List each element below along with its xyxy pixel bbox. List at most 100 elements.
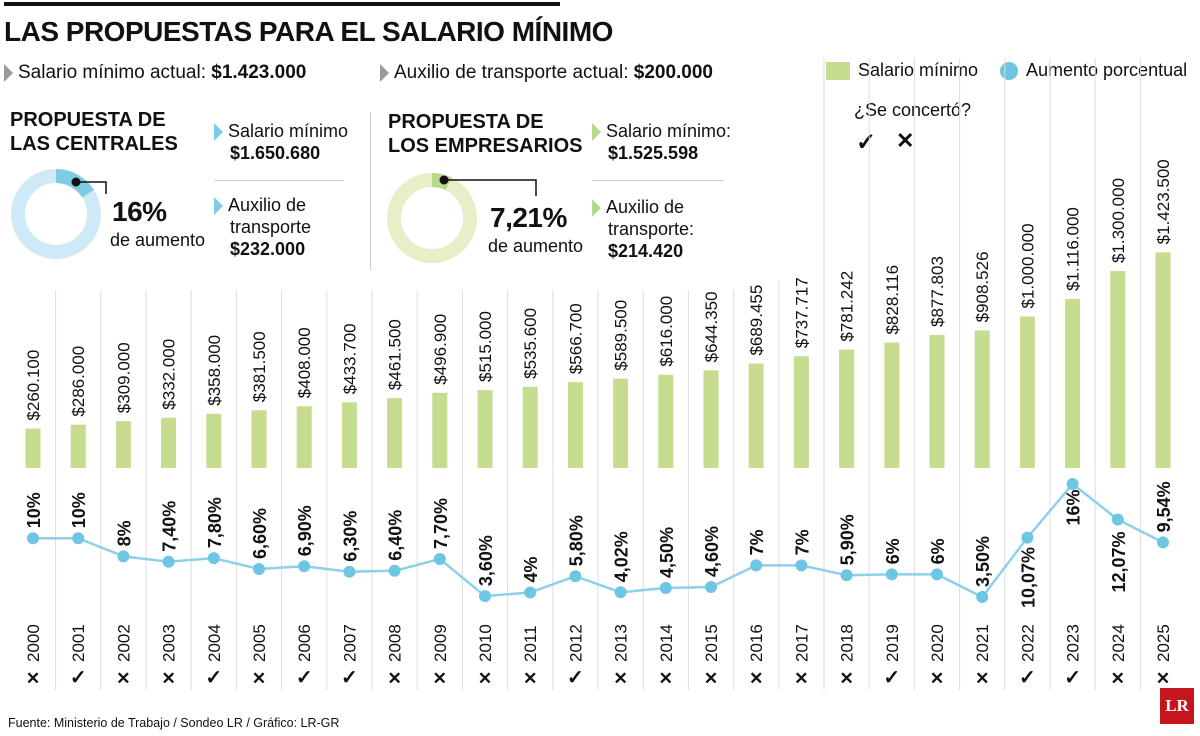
current-transport-line: Auxilio de transporte actual: $200.000 [380, 62, 713, 84]
salary-bar-label-2001: $286.000 [69, 346, 88, 417]
pct-point-2017 [795, 559, 808, 572]
year-label-2025: 2025 [1154, 624, 1173, 662]
salary-bar-2006 [296, 406, 312, 468]
salary-bar-2011 [522, 386, 538, 468]
salary-bar-2007 [341, 402, 357, 468]
salary-bar-2024 [1110, 271, 1126, 468]
pct-point-2011 [524, 586, 537, 599]
year-label-2012: 2012 [566, 624, 585, 662]
pct-series-points [27, 478, 1169, 603]
salary-bar-label-2013: $589.500 [612, 300, 631, 371]
salary-bar-2002 [115, 421, 131, 468]
pct-label-2014: 4,50% [657, 527, 677, 578]
centrales-salary-value: $1.650.680 [230, 143, 321, 163]
empresarios-salary-block: Salario mínimo: $1.525.598 [592, 120, 731, 164]
empresarios-pct-text: de aumento [488, 236, 584, 256]
salary-bar-2003 [161, 417, 177, 468]
centrales-heading: PROPUESTA DE LAS CENTRALES [10, 108, 178, 156]
year-label-2014: 2014 [657, 624, 676, 662]
pct-label-2003: 7,40% [160, 501, 180, 552]
salary-bar-label-2021: $908.526 [973, 251, 992, 322]
cross-icon: ✕ [1111, 669, 1125, 688]
centrales-transport-value: $232.000 [230, 239, 306, 259]
salary-bar-2013 [613, 378, 629, 468]
pct-label-2007: 6,30% [340, 511, 360, 562]
year-label-2021: 2021 [973, 624, 992, 662]
current-transport-label: Auxilio de transporte actual: [394, 62, 629, 83]
legend-concerted-label: ¿Se concertó? [854, 100, 972, 120]
salary-bar-label-2003: $332.000 [160, 339, 179, 410]
pct-label-2005: 6,60% [250, 508, 270, 559]
centrales-salary-label: Salario mínimo [228, 121, 349, 141]
cross-icon: ✕ [930, 669, 944, 688]
legend-check-icon: ✓ [856, 129, 877, 156]
cross-icon: ✕ [613, 669, 627, 688]
salary-bar-label-2012: $566.700 [566, 303, 585, 374]
empresarios-heading-line1: PROPUESTA DE [388, 111, 544, 133]
empresarios-salary-value: $1.525.598 [608, 143, 699, 163]
salary-bar-label-2010: $515.000 [476, 311, 495, 382]
empresarios-heading-line2: LOS EMPRESARIOS [388, 135, 583, 157]
empresarios-transport-value: $214.420 [608, 241, 684, 261]
pct-point-2005 [253, 562, 265, 575]
centrales-heading-line1: PROPUESTA DE [10, 109, 166, 131]
cross-icon: ✕ [749, 669, 763, 688]
pct-point-2015 [705, 581, 717, 594]
year-label-2003: 2003 [160, 624, 179, 662]
source-note: Fuente: Ministerio de Trabajo / Sondeo L… [8, 716, 340, 730]
year-label-2023: 2023 [1064, 624, 1083, 662]
empresarios-divider [592, 180, 724, 181]
salary-bar-2001 [70, 424, 86, 468]
pct-point-2003 [162, 555, 175, 568]
empresarios-salary-label: Salario mínimo: [606, 121, 732, 141]
salary-bar-label-2006: $408.000 [295, 327, 314, 398]
year-label-2024: 2024 [1109, 624, 1128, 662]
salary-bar-2014 [658, 374, 674, 468]
centrales-donut [11, 169, 107, 259]
centrales-salary-block: Salario mínimo $1.650.680 [214, 120, 348, 164]
cross-icon: ✕ [26, 669, 40, 688]
pct-label-2010: 3,60% [476, 535, 496, 586]
pct-label-2021: 3,50% [973, 536, 993, 587]
pct-label-2025: 9,54% [1154, 481, 1174, 532]
salary-bar-2018 [839, 349, 855, 468]
pct-label-2004: 7,80% [205, 497, 225, 548]
check-icon: ✓ [1064, 667, 1081, 689]
salary-bar-label-2007: $433.700 [340, 323, 359, 394]
year-label-2011: 2011 [521, 625, 540, 662]
pct-point-2020 [931, 568, 943, 581]
pct-point-2025 [1157, 536, 1169, 549]
check-icon: ✓ [296, 667, 313, 689]
year-label-2008: 2008 [386, 624, 405, 662]
salary-bar-2025 [1155, 252, 1171, 468]
cross-icon: ✕ [659, 669, 673, 688]
pct-point-2006 [298, 560, 311, 573]
salary-bar-2016 [748, 363, 764, 468]
legend-salary-swatch [826, 61, 850, 80]
current-transport-value: $200.000 [633, 62, 713, 83]
salary-bar-label-2002: $309.000 [114, 342, 133, 413]
pct-point-2000 [27, 532, 39, 545]
salary-bar-2010 [477, 389, 493, 468]
concerted-marks: ✕ ✓ ✕ ✕ ✓ ✕ ✓ ✓ ✕ ✕ ✕ ✕ ✓ ✕ ✕ ✕ ✕ ✕ ✕ ✓ ✕ ✕ ✓ ✓ ✕ ✕ [26, 667, 1170, 689]
pct-point-2021 [976, 591, 989, 603]
pct-point-2001 [72, 532, 85, 545]
salary-bar-label-2016: $689.455 [747, 285, 766, 356]
year-label-2022: 2022 [1018, 624, 1037, 662]
empresarios-leader-line [444, 179, 537, 196]
salary-bar-label-2020: $877.803 [928, 256, 947, 327]
pct-label-2000: 10% [24, 492, 44, 528]
cross-icon: ✕ [839, 669, 853, 688]
salary-bar-2019 [884, 342, 900, 468]
cross-icon: ✕ [523, 669, 537, 688]
pct-label-2023: 16% [1064, 489, 1084, 525]
year-label-2000: 2000 [24, 624, 43, 662]
pct-label-2006: 6,90% [295, 505, 315, 556]
page-title: LAS PROPUESTAS PARA EL SALARIO MÍNIMO [4, 16, 613, 47]
salary-bar-label-2025: $1.423.500 [1154, 159, 1173, 244]
year-label-2002: 2002 [114, 624, 133, 662]
salary-bar-2021 [974, 330, 990, 468]
chart-gridlines [55, 58, 1141, 690]
salary-bar-2004 [206, 413, 222, 468]
pct-point-2024 [1111, 513, 1124, 526]
